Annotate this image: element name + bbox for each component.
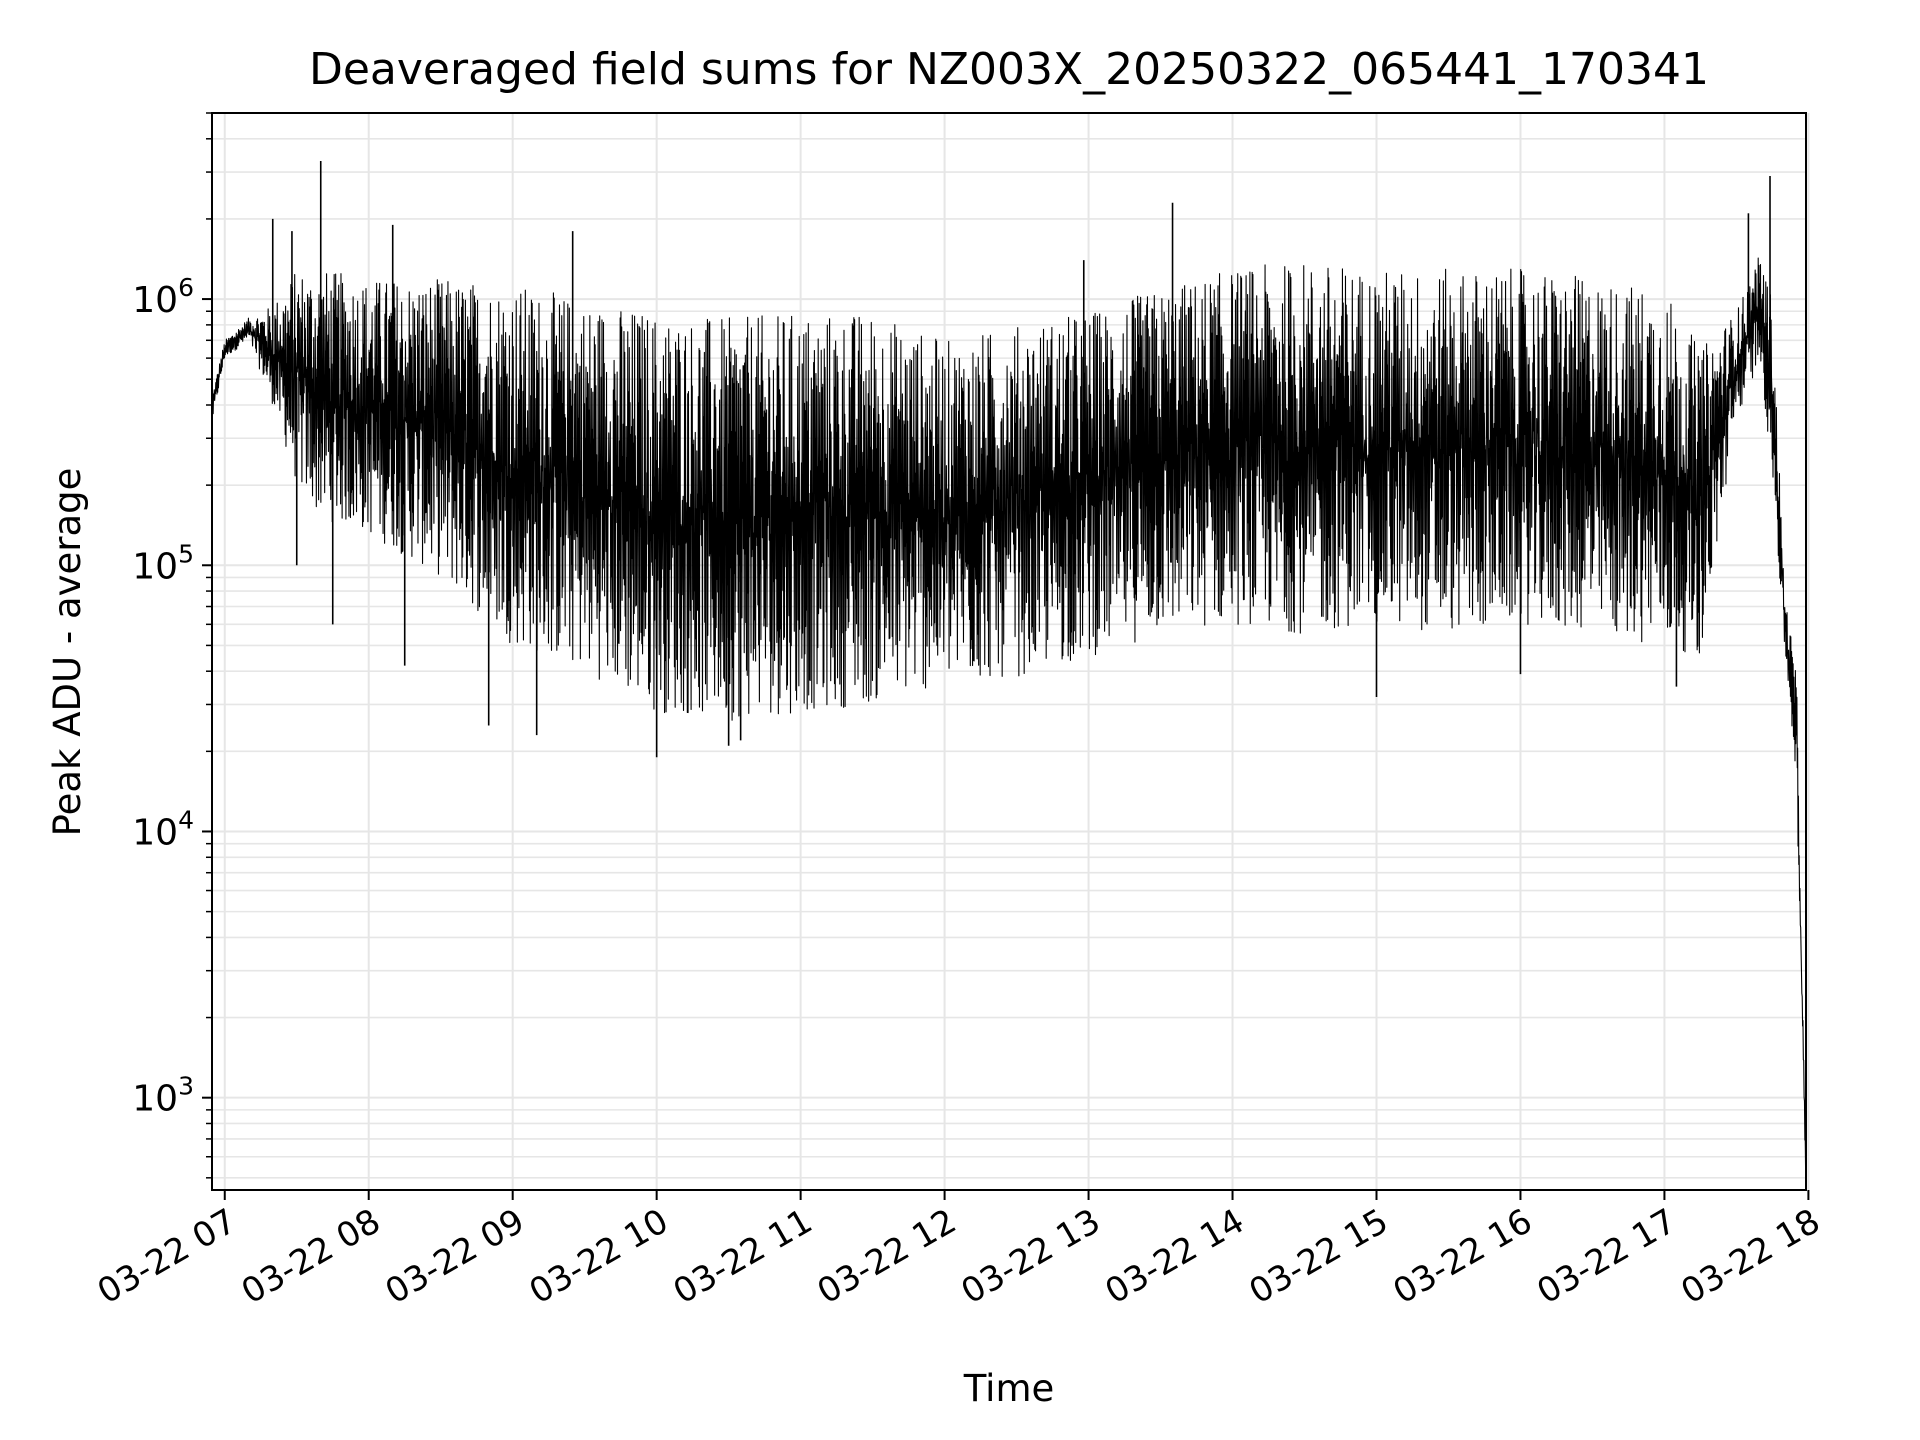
y-axis-label: Peak ADU - average [46, 468, 89, 837]
y-axis: 103 104 105 106 [132, 112, 212, 1179]
series-trace [212, 257, 1807, 1180]
plot-frame [211, 112, 1807, 1191]
chart-title: Deaveraged field sums for NZ003X_2025032… [309, 44, 1709, 95]
x-axis-label: Time [963, 1367, 1055, 1410]
y-tick-label: 105 [132, 539, 194, 587]
series-line [212, 161, 1807, 1180]
y-tick-label: 103 [132, 1072, 194, 1120]
y-tick-label: 104 [132, 805, 194, 853]
y-tick-label: 106 [132, 273, 194, 321]
grid [212, 112, 1810, 1190]
